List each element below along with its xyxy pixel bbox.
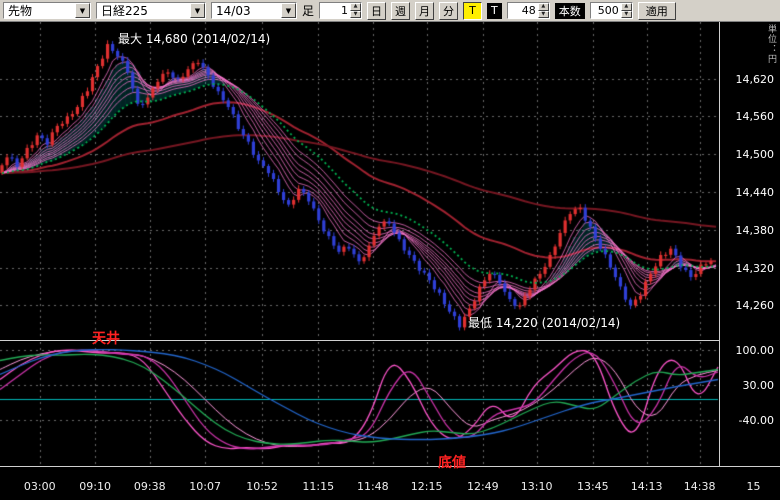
stepper-arrows: ▲ ▼ [620, 3, 632, 18]
side-note: 単位：円 [766, 24, 776, 64]
time-axis-label: 09:10 [79, 480, 112, 493]
timeframe-month-button[interactable]: 月 [415, 1, 435, 20]
bar-count-stepper: ▲ ▼ [589, 2, 633, 19]
stepper-up-icon[interactable]: ▲ [537, 3, 549, 11]
low-price-annotation: 最低 14,220 (2014/02/14) [468, 316, 621, 330]
price-axis-label: 14,500 [735, 148, 775, 162]
high-price-annotation: 最大 14,680 (2014/02/14) [118, 32, 271, 46]
contract-month-value: 14/03 [216, 3, 251, 18]
chevron-down-icon[interactable]: ▼ [75, 3, 90, 18]
panel-divider [0, 340, 720, 341]
tick-count-input[interactable] [507, 3, 538, 18]
tick-count-stepper: ▲ ▼ [506, 2, 550, 19]
time-axis-label: 13:10 [520, 480, 553, 493]
oscillator-axis-label: 30.00 [742, 378, 775, 392]
timeframe-day-button[interactable]: 日 [367, 1, 387, 20]
toolbar: 先物 ▼ 日経225 ▼ 14/03 ▼ 足 ▲ ▼ 日 週 月 分 T T ▲ [0, 0, 780, 22]
axis-divider [719, 22, 720, 467]
contract-month-select[interactable]: 14/03 ▼ [211, 2, 297, 19]
stepper-arrows: ▲ ▼ [350, 3, 362, 18]
instrument-select[interactable]: 日経225 ▼ [96, 2, 206, 19]
stepper-up-icon[interactable]: ▲ [350, 3, 362, 11]
panel-divider [0, 466, 780, 467]
chevron-down-icon[interactable]: ▼ [281, 3, 296, 18]
time-axis-label: 14:13 [630, 480, 663, 493]
time-axis-label: 10:07 [189, 480, 221, 493]
stepper-down-icon[interactable]: ▼ [620, 10, 632, 18]
bottom-annotation: 底値 [438, 455, 466, 471]
bar-type-label: 足 [302, 4, 315, 18]
stepper-arrows: ▲ ▼ [537, 3, 549, 18]
stepper-up-icon[interactable]: ▲ [620, 3, 632, 11]
price-axis-label: 14,380 [735, 223, 775, 237]
time-axis-label: 14:38 [683, 480, 716, 493]
timeframe-minute-button[interactable]: 分 [439, 1, 459, 20]
time-axis-label: 12:49 [466, 480, 499, 493]
chevron-down-icon[interactable]: ▼ [190, 3, 205, 18]
instrument-type-value: 先物 [8, 4, 33, 18]
oscillator-canvas [0, 342, 720, 466]
chart-area: 最大 14,680 (2014/02/14) 最低 14,220 (2014/0… [0, 22, 780, 500]
bar-interval-input[interactable] [320, 3, 351, 18]
price-axis-label: 14,620 [735, 72, 775, 86]
price-axis-label: 14,440 [735, 186, 775, 200]
bar-count-label: 本数 [554, 2, 585, 19]
time-axis-label: 10:52 [246, 480, 278, 493]
price-chart-canvas [0, 22, 720, 340]
instrument-type-select[interactable]: 先物 ▼ [3, 2, 91, 19]
oscillator-axis-label: 100.00 [735, 343, 775, 357]
apply-button[interactable]: 適用 [637, 1, 676, 20]
price-axis-label: 14,320 [735, 261, 775, 275]
bar-interval-stepper: ▲ ▼ [319, 2, 363, 19]
stepper-down-icon[interactable]: ▼ [537, 10, 549, 18]
tick-count-label: T [487, 2, 502, 19]
instrument-value: 日経225 [101, 4, 148, 18]
oscillator-axis-label: -40.00 [738, 413, 774, 427]
time-axis-label: 03:00 [23, 480, 56, 493]
time-axis-label: 15 [746, 480, 761, 493]
ceiling-annotation: 天井 [92, 331, 120, 347]
price-axis-label: 14,260 [735, 299, 775, 313]
time-axis-label: 09:38 [133, 480, 166, 493]
price-axis-label: 14,560 [735, 110, 775, 124]
time-axis-label: 11:48 [356, 480, 389, 493]
bar-count-input[interactable] [590, 3, 621, 18]
stepper-down-icon[interactable]: ▼ [350, 10, 362, 18]
timeframe-tick-button[interactable]: T [463, 1, 483, 20]
timeframe-week-button[interactable]: 週 [391, 1, 411, 20]
time-axis-label: 12:15 [410, 480, 443, 493]
time-axis-label: 11:15 [302, 480, 335, 493]
time-axis-label: 13:45 [576, 480, 609, 493]
